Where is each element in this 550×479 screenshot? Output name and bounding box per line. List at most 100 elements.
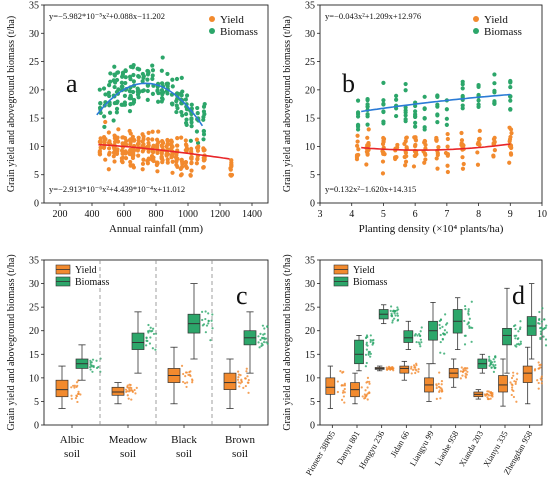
biomass-point [108,71,113,76]
biomass-point [145,336,148,340]
biomass-point [418,342,421,346]
biomass-point [441,337,444,341]
y-tick-label: 25 [29,57,39,68]
biomass-point [89,361,92,364]
biomass-point [470,300,473,303]
yield-point [515,400,518,403]
yield-point [151,155,156,160]
yield-point [131,165,136,170]
yield-point [127,386,130,389]
biomass-point [542,335,545,338]
yield-point [417,370,420,373]
yield-point [510,383,513,386]
biomass-point [210,319,213,322]
legend-label-biomass: Biomass [220,26,258,38]
yield-point [246,381,250,384]
yield-point [244,377,247,380]
panel-letter-b: b [342,69,355,98]
yield-point [156,129,161,134]
x-tick-label: 6 [413,209,418,220]
biomass-point [365,361,368,365]
yield-point [106,130,111,135]
y-tick-label: 20 [29,85,39,96]
biomass-point [413,334,416,337]
yield-point [129,389,132,392]
yield-point [151,158,156,164]
yield-point [413,138,419,143]
category-label: Liangyu 99 [408,429,436,468]
legend-label-biomass: Biomass [75,277,110,288]
yield-point [461,370,465,373]
biomass-point [160,55,165,60]
yield-box [399,365,410,374]
biomass-point [419,345,422,348]
yield-point [423,142,428,148]
yield-point [354,157,360,162]
biomass-point [111,118,116,123]
biomass-point [159,99,164,104]
yield-point [435,166,440,171]
biomass-point [145,72,151,77]
biomass-point [381,98,386,103]
yield-point [106,167,111,172]
yield-point [516,372,519,375]
yield-point [438,389,441,392]
biomass-point [544,338,548,341]
x-tick-label: 1400 [242,209,262,220]
biomass-point [114,77,120,83]
yield-box [498,375,508,393]
biomass-box [131,332,145,350]
yield-point [537,387,540,390]
yield-point [246,375,249,378]
yield-point [403,150,408,155]
yield-point [165,157,170,162]
yield-point [103,119,108,125]
yield-point [238,385,241,388]
yield-point [245,370,248,373]
yield-point [459,130,464,136]
biomass-point [439,340,442,344]
yield-point [189,168,194,173]
yield-point [404,135,409,141]
yield-point [155,150,160,155]
biomass-point [262,333,265,336]
y-tick-label: 5 [310,397,315,408]
yield-point [201,165,206,170]
x-tick-label: 10 [537,209,547,220]
biomass-point [145,68,150,74]
x-tick-label: 200 [53,209,68,220]
yield-point [486,390,489,393]
biomass-point [140,79,145,84]
yield-point [364,389,367,392]
yield-point [165,151,171,157]
biomass-point [266,342,269,345]
y-axis-label: Grain yield and aboveground biomass (t/h… [282,254,293,430]
biomass-point [184,111,189,117]
yield-point [343,391,346,394]
biomass-point [101,86,107,91]
biomass-point [145,88,150,94]
yield-point [160,139,165,144]
biomass-point [112,84,117,90]
biomass-point [89,368,92,371]
y-tick-label: 15 [29,114,39,125]
biomass-point [515,343,519,346]
yield-point [380,171,386,176]
biomass-point [136,88,141,93]
yield-point [146,130,151,136]
biomass-point [419,334,422,338]
biomass-point [443,333,447,336]
yield-point [464,372,467,375]
biomass-point [127,74,133,79]
biomass-point [95,359,98,362]
biomass-point [435,120,440,125]
yield-point [435,152,440,158]
yield-point [445,169,450,175]
biomass-point [204,310,207,313]
yield-point [70,397,73,400]
biomass-point [211,313,214,316]
biomass-point [390,305,393,308]
biomass-point [394,113,399,119]
yield-point [380,159,386,164]
yield-point [510,376,514,380]
